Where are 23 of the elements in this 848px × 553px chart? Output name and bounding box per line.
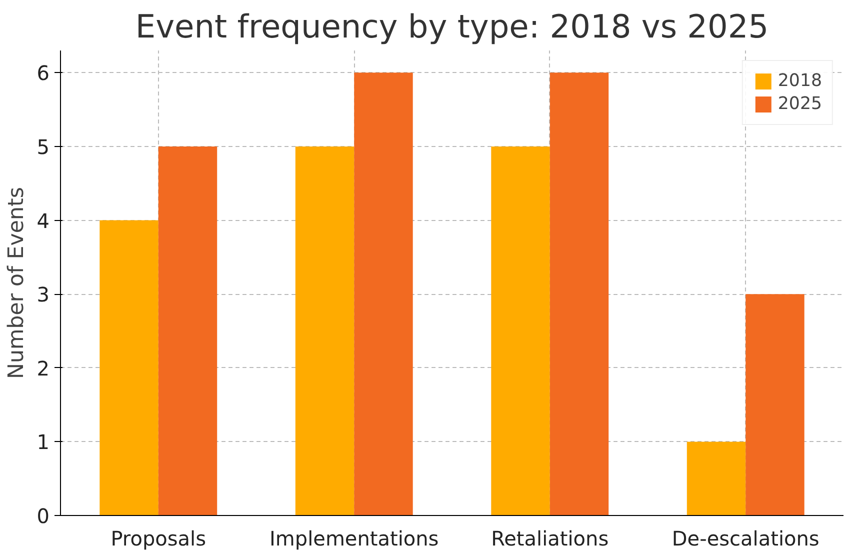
bar: [491, 146, 550, 516]
y-tick-label: 2: [36, 356, 50, 380]
bar: [354, 72, 413, 516]
y-tick-label: 5: [36, 134, 50, 159]
y-tick-label: 4: [36, 208, 50, 233]
legend-label: 2025: [778, 94, 822, 114]
y-tick-label: 6: [36, 61, 50, 86]
y-tick-label: 0: [36, 504, 50, 528]
bar: [295, 146, 354, 516]
y-tick-label: 1: [36, 430, 50, 454]
legend-label: 2018: [778, 71, 822, 91]
x-tick-label: De-escalations: [672, 526, 820, 550]
bar: [686, 442, 746, 516]
bar: [100, 220, 158, 516]
y-tick-label: 3: [36, 282, 50, 307]
bar: [158, 146, 218, 516]
x-tick-label: Retaliations: [491, 526, 609, 550]
y-axis-title: Number of Events: [4, 186, 29, 380]
bar: [550, 72, 609, 516]
bar: [746, 294, 804, 516]
x-tick-label: Proposals: [110, 526, 206, 550]
chart-title: Event frequency by type: 2018 vs 2025: [135, 8, 769, 46]
x-tick-label: Implementations: [270, 526, 439, 550]
